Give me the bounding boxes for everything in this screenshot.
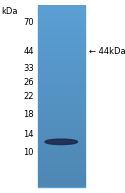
- Text: 10: 10: [23, 148, 34, 157]
- Text: 14: 14: [23, 130, 34, 139]
- Text: 33: 33: [23, 64, 34, 73]
- Bar: [38, 6, 85, 187]
- Text: 22: 22: [23, 92, 34, 101]
- Text: kDa: kDa: [1, 7, 18, 16]
- Ellipse shape: [45, 139, 78, 145]
- Text: 44: 44: [23, 47, 34, 56]
- Text: 26: 26: [23, 79, 34, 87]
- Text: ← 44kDa: ← 44kDa: [89, 47, 125, 56]
- Text: 18: 18: [23, 110, 34, 119]
- Text: 70: 70: [23, 18, 34, 27]
